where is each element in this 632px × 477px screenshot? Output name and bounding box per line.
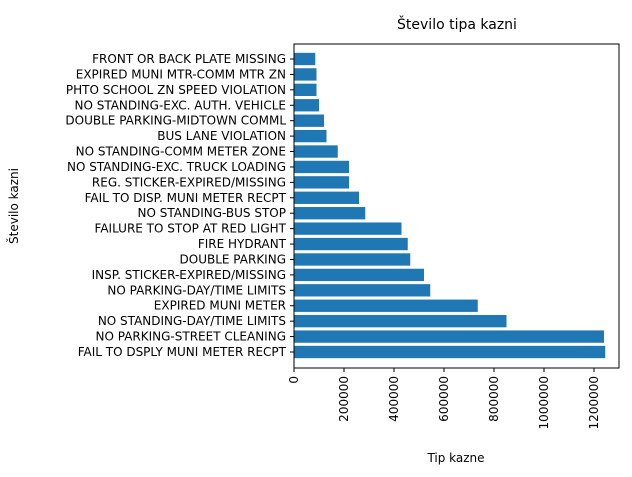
y-tick-label: REG. STICKER-EXPIRED/MISSING <box>92 175 286 189</box>
y-tick-label: NO PARKING-DAY/TIME LIMITS <box>107 283 286 297</box>
y-tick-label: NO STANDING-COMM METER ZONE <box>76 145 286 159</box>
bar <box>294 237 408 251</box>
bar <box>294 68 317 81</box>
x-tick-label: 800000 <box>487 376 501 422</box>
x-tick-label: 400000 <box>387 376 401 422</box>
y-tick-label: PHTO SCHOOL ZN SPEED VIOLATION <box>66 83 286 97</box>
x-axis-label: Tip kazne <box>426 451 484 465</box>
bar <box>294 284 431 297</box>
y-tick-label: DOUBLE PARKING-MIDTOWN COMML <box>65 114 286 128</box>
bar <box>294 222 402 235</box>
y-tick-label: DOUBLE PARKING <box>180 252 286 266</box>
plot-frame <box>293 43 620 369</box>
bar <box>294 52 316 66</box>
bar <box>294 253 411 266</box>
bars-group <box>294 52 606 359</box>
y-tick-label: FAIL TO DISP. MUNI METER RECPT <box>85 191 287 205</box>
bar <box>294 345 606 359</box>
y-tick-label: FRONT OR BACK PLATE MISSING <box>92 52 286 66</box>
bar <box>294 314 507 328</box>
bar <box>294 176 349 189</box>
bar <box>294 83 317 97</box>
y-tick-label: FAIL TO DSPLY MUNI METER RECPT <box>78 345 287 359</box>
bar <box>294 99 319 112</box>
y-axis-label: Število kazni <box>6 168 21 244</box>
y-tick-label: NO STANDING-EXC. TRUCK LOADING <box>67 160 286 174</box>
y-tick-label: FIRE HYDRANT <box>198 237 287 251</box>
bar <box>294 299 478 312</box>
x-tick-label: 0 <box>287 376 301 384</box>
bar <box>294 160 349 174</box>
x-axis-ticks: 0 200000 400000 600000 800000 1000000 1200000 <box>287 368 601 429</box>
y-tick-label: NO STANDING-DAY/TIME LIMITS <box>98 314 286 328</box>
y-tick-label: NO STANDING-EXC. AUTH. VEHICLE <box>74 98 286 112</box>
bar <box>294 145 338 158</box>
y-tick-label: NO PARKING-STREET CLEANING <box>95 330 286 344</box>
chart-title: Število tipa kazni <box>397 15 517 33</box>
y-tick-label: NO STANDING-BUS STOP <box>138 206 286 220</box>
y-tick-label: FAILURE TO STOP AT RED LIGHT <box>95 222 287 236</box>
bar <box>294 268 424 282</box>
x-tick-label: 1200000 <box>587 376 601 429</box>
y-tick-label: EXPIRED MUNI MTR-COMM MTR ZN <box>76 67 286 81</box>
x-tick-label: 600000 <box>437 376 451 422</box>
y-tick-label: EXPIRED MUNI METER <box>154 299 286 313</box>
y-tick-label: BUS LANE VIOLATION <box>157 129 286 143</box>
bar <box>294 330 604 343</box>
bar <box>294 129 327 143</box>
bar <box>294 191 359 204</box>
bar <box>294 114 324 127</box>
x-tick-label: 200000 <box>337 376 351 422</box>
x-tick-label: 1000000 <box>537 376 551 429</box>
bar <box>294 207 366 220</box>
y-tick-label: INSP. STICKER-EXPIRED/MISSING <box>92 268 286 282</box>
